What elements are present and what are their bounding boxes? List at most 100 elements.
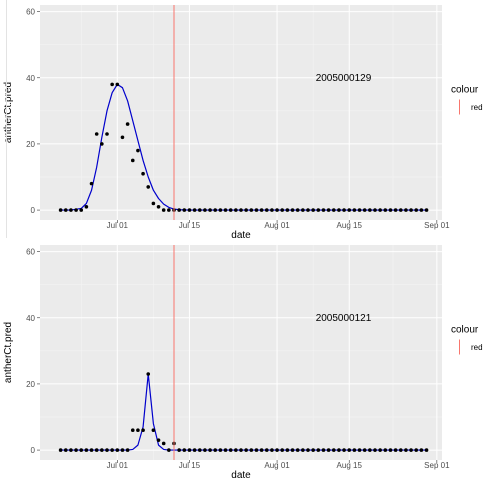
- data-point: [141, 428, 145, 433]
- data-point: [347, 208, 352, 212]
- data-point: [167, 208, 171, 212]
- data-point: [321, 448, 326, 452]
- data-point: [203, 448, 207, 452]
- y-tick-label: 0: [31, 206, 36, 215]
- legend-label: red: [471, 103, 483, 112]
- data-point: [285, 448, 290, 452]
- data-point: [264, 208, 269, 212]
- data-point: [161, 208, 166, 212]
- data-point: [182, 448, 187, 452]
- data-point: [69, 448, 73, 452]
- data-point: [301, 448, 305, 452]
- data-point: [311, 448, 315, 452]
- data-point: [192, 208, 197, 212]
- data-point: [285, 208, 290, 212]
- x-tick-label: Jul 01: [107, 221, 129, 230]
- data-point: [306, 208, 310, 212]
- data-point: [404, 448, 408, 452]
- x-tick-label: Aug 01: [264, 221, 290, 230]
- data-point: [362, 448, 367, 452]
- data-point: [120, 135, 125, 140]
- data-point: [177, 208, 181, 212]
- data-point: [398, 448, 403, 452]
- chart-panel-top: 0 20 40 60 Jul 01 Jul 15 Aug 01 Aug 15 Sep 01 200…: [3, 5, 483, 241]
- data-point: [290, 208, 295, 212]
- data-point: [74, 208, 78, 212]
- data-point: [352, 208, 357, 212]
- data-point: [337, 208, 341, 212]
- data-point: [100, 448, 104, 452]
- data-point: [84, 448, 89, 452]
- data-point: [151, 201, 156, 206]
- data-point: [100, 142, 104, 146]
- data-point: [378, 208, 382, 212]
- x-tick-label: Jul 01: [107, 461, 129, 470]
- data-point: [342, 448, 346, 452]
- data-point: [388, 208, 393, 212]
- legend-title: colour: [451, 85, 479, 96]
- y-tick-label: 40: [26, 74, 35, 83]
- plot-background: [40, 5, 442, 220]
- data-point: [357, 208, 362, 212]
- data-point: [342, 208, 346, 212]
- data-point: [110, 82, 114, 87]
- data-point: [270, 448, 274, 452]
- data-point: [290, 448, 295, 452]
- data-point: [105, 448, 109, 452]
- data-point: [208, 208, 212, 212]
- data-point: [130, 428, 135, 433]
- data-point: [424, 208, 429, 212]
- data-point: [331, 208, 336, 212]
- data-point: [234, 208, 238, 212]
- data-point: [362, 208, 367, 212]
- data-point: [316, 448, 321, 452]
- legend: colour red: [451, 325, 483, 356]
- data-point: [254, 448, 259, 452]
- data-point: [249, 448, 254, 452]
- data-point: [409, 448, 413, 452]
- data-point: [373, 208, 377, 212]
- data-point: [331, 448, 336, 452]
- data-point: [383, 448, 388, 452]
- data-point: [378, 448, 382, 452]
- data-point: [79, 448, 84, 452]
- data-point: [259, 448, 264, 452]
- data-point: [347, 448, 352, 452]
- x-tick-label: Aug 15: [337, 461, 363, 470]
- data-point: [74, 448, 78, 452]
- data-point: [234, 448, 238, 452]
- data-point: [141, 171, 145, 176]
- data-point: [404, 208, 408, 212]
- data-point: [213, 448, 218, 452]
- data-point: [187, 448, 192, 452]
- data-point: [321, 208, 326, 212]
- data-point: [213, 208, 218, 212]
- data-point: [115, 82, 120, 87]
- data-point: [125, 122, 130, 126]
- data-point: [326, 208, 331, 212]
- data-point: [306, 448, 310, 452]
- data-point: [177, 448, 181, 452]
- legend-label: red: [471, 343, 483, 352]
- data-point: [388, 448, 393, 452]
- data-point: [275, 208, 279, 212]
- data-point: [208, 448, 212, 452]
- data-point: [275, 448, 279, 452]
- x-tick-label: Aug 15: [337, 221, 363, 230]
- chart-panel-bottom: 0 20 40 60 Jul 01 Jul 15 Aug 01 Aug 15 Sep 01 200…: [3, 245, 483, 481]
- data-point: [326, 448, 331, 452]
- data-point: [368, 448, 372, 452]
- data-point: [69, 208, 73, 212]
- data-point: [295, 208, 300, 212]
- data-point: [316, 208, 321, 212]
- data-point: [218, 208, 223, 212]
- data-point: [130, 158, 135, 163]
- plot-background: [40, 245, 442, 460]
- data-point: [264, 448, 269, 452]
- data-point: [218, 448, 223, 452]
- data-point: [105, 132, 109, 136]
- data-point: [110, 448, 114, 452]
- data-point: [94, 448, 99, 452]
- data-point: [94, 132, 99, 136]
